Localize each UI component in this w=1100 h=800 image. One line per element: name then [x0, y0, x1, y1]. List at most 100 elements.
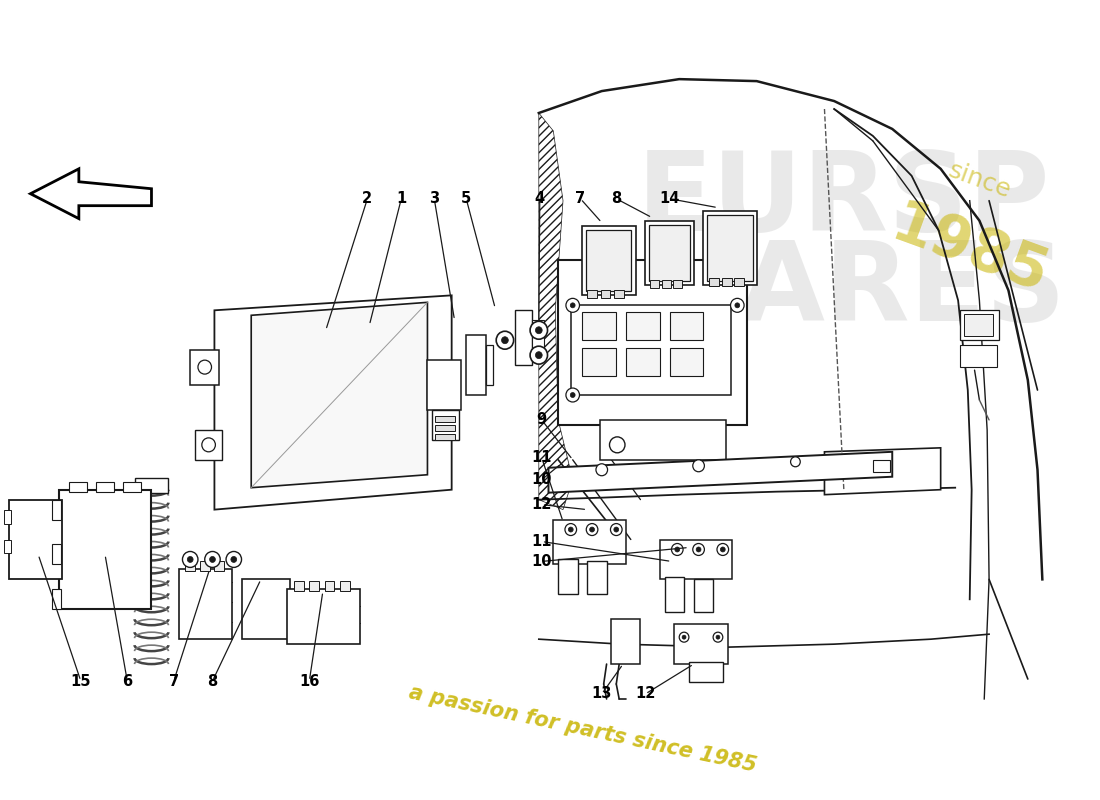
- Bar: [587, 562, 606, 594]
- Circle shape: [536, 352, 542, 358]
- Circle shape: [570, 393, 575, 398]
- Circle shape: [679, 632, 689, 642]
- Text: 2: 2: [362, 191, 373, 206]
- Circle shape: [614, 527, 618, 532]
- Circle shape: [720, 547, 725, 552]
- Circle shape: [693, 460, 704, 472]
- Text: 11: 11: [531, 534, 552, 549]
- Bar: [178, 570, 232, 639]
- Circle shape: [610, 523, 623, 535]
- Bar: [660, 539, 733, 579]
- Circle shape: [675, 547, 680, 552]
- Bar: [287, 590, 360, 644]
- Bar: [436, 416, 454, 422]
- Circle shape: [205, 551, 220, 567]
- Text: 6: 6: [122, 674, 132, 689]
- Bar: [626, 312, 660, 340]
- Bar: [662, 281, 671, 288]
- Bar: [294, 582, 304, 591]
- Bar: [673, 281, 682, 288]
- Bar: [123, 482, 141, 492]
- Bar: [97, 482, 113, 492]
- Text: since: since: [945, 158, 1014, 203]
- Bar: [4, 510, 11, 523]
- Text: 1: 1: [396, 191, 406, 206]
- Bar: [186, 562, 195, 571]
- Bar: [707, 214, 752, 282]
- Polygon shape: [214, 295, 452, 510]
- Bar: [69, 482, 87, 492]
- Bar: [614, 290, 624, 298]
- Circle shape: [682, 635, 686, 639]
- Circle shape: [586, 523, 598, 535]
- Bar: [710, 278, 719, 286]
- Circle shape: [536, 326, 542, 334]
- Circle shape: [210, 557, 216, 562]
- Circle shape: [183, 551, 198, 567]
- Bar: [582, 312, 616, 340]
- Bar: [195, 430, 222, 460]
- Bar: [626, 348, 660, 376]
- Circle shape: [530, 346, 548, 364]
- Bar: [558, 559, 578, 594]
- Text: a passion for parts since 1985: a passion for parts since 1985: [407, 682, 758, 775]
- Bar: [612, 619, 640, 664]
- Bar: [324, 582, 334, 591]
- Bar: [466, 335, 485, 395]
- Text: 8: 8: [612, 191, 621, 206]
- Bar: [532, 320, 543, 358]
- Bar: [571, 306, 730, 395]
- Text: 5: 5: [461, 191, 471, 206]
- Circle shape: [502, 337, 508, 344]
- Bar: [515, 310, 532, 365]
- Text: 13: 13: [592, 686, 612, 702]
- Bar: [674, 624, 727, 664]
- Bar: [242, 579, 290, 639]
- Bar: [436, 434, 454, 440]
- Bar: [649, 225, 690, 282]
- Polygon shape: [31, 169, 152, 218]
- Bar: [436, 425, 454, 431]
- Bar: [214, 562, 224, 571]
- Bar: [689, 662, 723, 682]
- Bar: [52, 590, 62, 610]
- Bar: [964, 314, 993, 336]
- Circle shape: [570, 303, 575, 308]
- Bar: [960, 310, 999, 340]
- Circle shape: [696, 547, 701, 552]
- Circle shape: [198, 360, 211, 374]
- Circle shape: [590, 527, 594, 532]
- Text: 11: 11: [531, 450, 552, 466]
- Text: 12: 12: [531, 497, 552, 512]
- Text: 4: 4: [535, 191, 544, 206]
- Bar: [722, 278, 732, 286]
- Circle shape: [791, 457, 801, 466]
- Circle shape: [226, 551, 242, 567]
- Bar: [646, 221, 694, 286]
- Bar: [9, 500, 63, 579]
- Text: ARES: ARES: [738, 237, 1066, 344]
- Bar: [135, 478, 168, 493]
- Bar: [670, 348, 703, 376]
- Circle shape: [717, 543, 728, 555]
- Polygon shape: [251, 302, 428, 488]
- Bar: [582, 226, 636, 295]
- Bar: [650, 281, 659, 288]
- Bar: [703, 210, 757, 286]
- Text: 7: 7: [575, 191, 585, 206]
- Bar: [670, 312, 703, 340]
- Circle shape: [713, 632, 723, 642]
- Bar: [485, 345, 493, 385]
- Circle shape: [231, 557, 236, 562]
- Text: 12: 12: [635, 686, 656, 702]
- Circle shape: [496, 331, 514, 349]
- Text: 15: 15: [70, 674, 91, 689]
- Text: 1985: 1985: [883, 196, 1056, 305]
- Polygon shape: [549, 452, 892, 493]
- Bar: [558, 261, 747, 425]
- Bar: [587, 290, 597, 298]
- Bar: [4, 539, 11, 554]
- Circle shape: [187, 557, 194, 562]
- Circle shape: [693, 543, 704, 555]
- Text: 10: 10: [531, 472, 552, 487]
